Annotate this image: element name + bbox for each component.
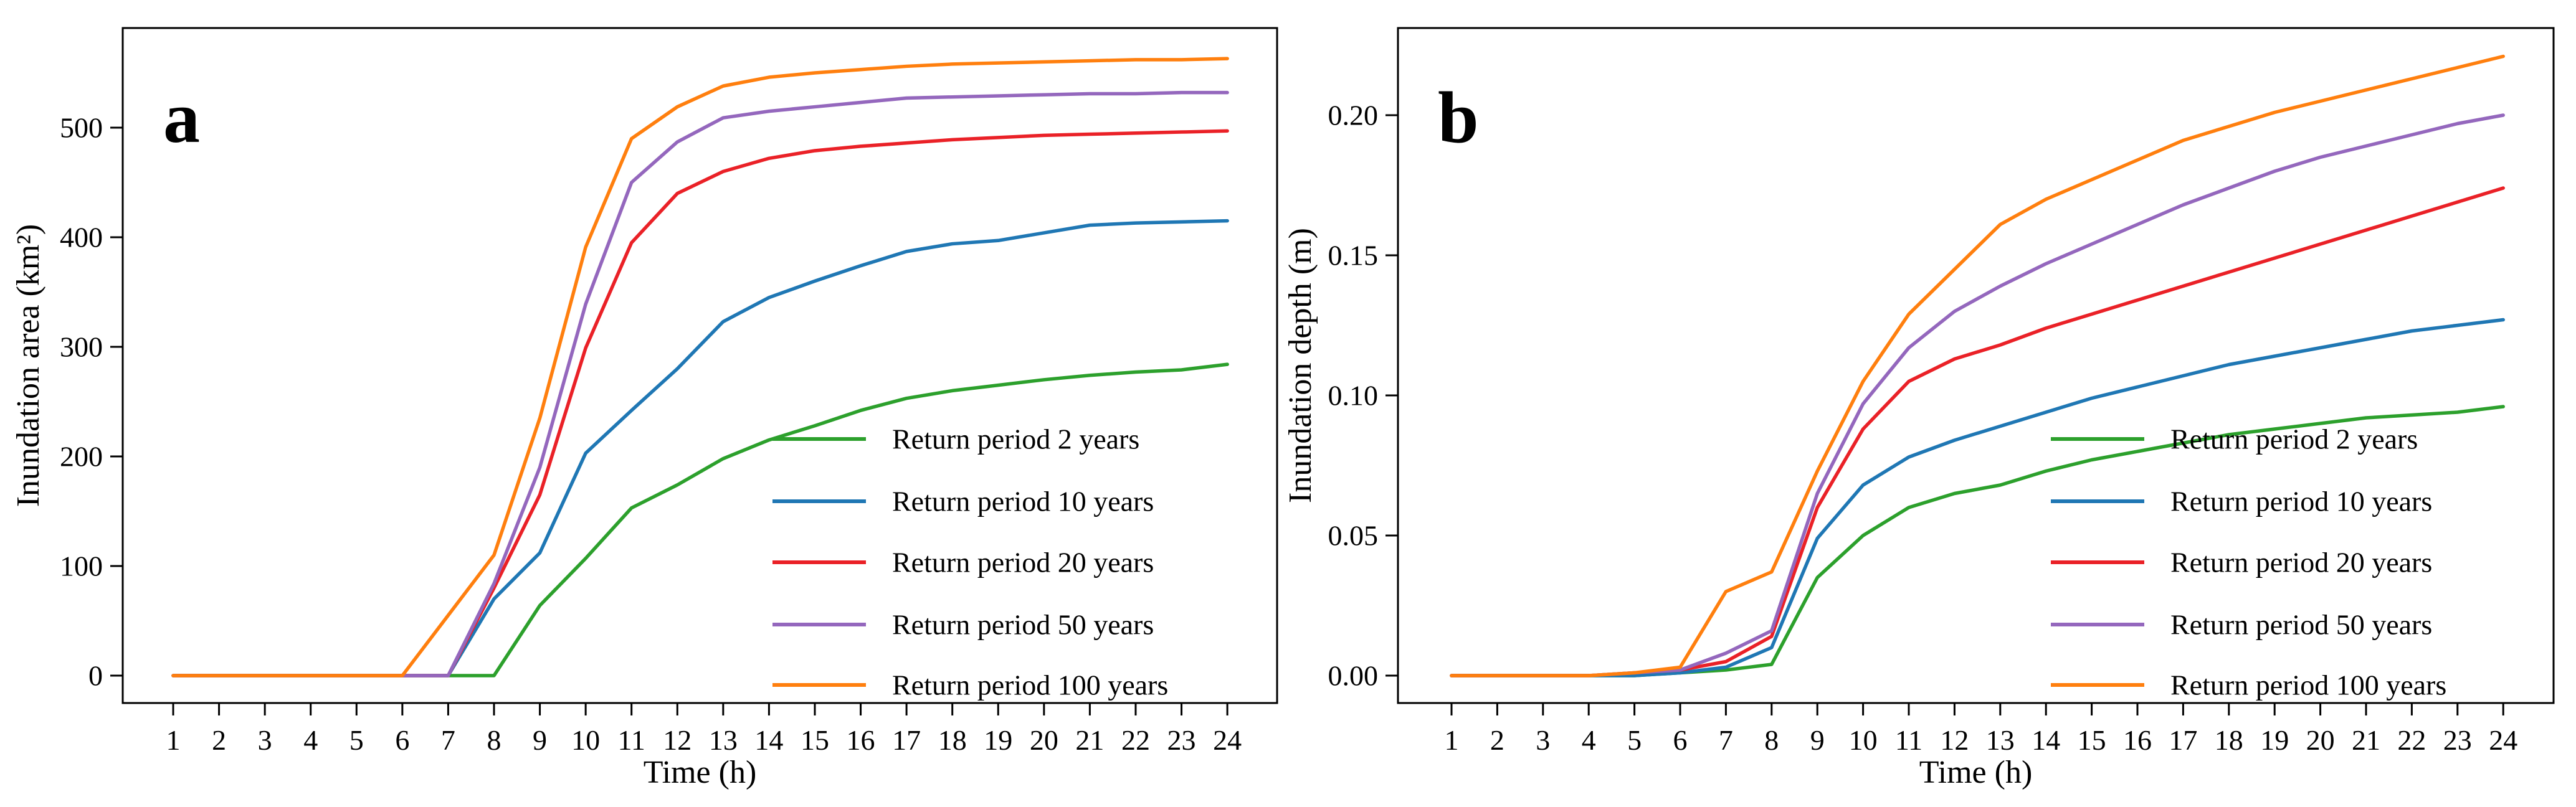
legend-label: Return period 20 years <box>2170 547 2432 578</box>
x-tick-label: 10 <box>1849 724 1878 756</box>
legend-item-return-period-10-years: Return period 10 years <box>2051 486 2432 517</box>
x-tick-label: 19 <box>984 724 1012 756</box>
x-tick-label: 13 <box>1986 724 2015 756</box>
x-tick-label: 9 <box>1810 724 1825 756</box>
series-line-return-period-50-years <box>171 90 1229 677</box>
x-tick-label: 5 <box>349 724 364 756</box>
legend: Return period 2 years Return period 10 ye… <box>772 423 1168 701</box>
y-tick-label: 0 <box>88 660 103 692</box>
series-line-return-period-50-years <box>1450 113 2505 677</box>
legend-item-return-period-2-years: Return period 2 years <box>772 423 1139 455</box>
series-line-return-period-10-years <box>1450 318 2505 677</box>
panel-b: 0.000.050.100.150.201 2 3 4 5 6 7 8 9 10 11 12 13 14 1… <box>1283 27 2555 790</box>
legend-label: Return period 2 years <box>2170 423 2418 455</box>
legend-label: Return period 2 years <box>892 423 1139 455</box>
x-tick-label: 20 <box>2306 724 2335 756</box>
x-tick-label: 15 <box>801 724 829 756</box>
x-tick-label: 18 <box>938 724 967 756</box>
x-tick-label: 17 <box>2169 724 2197 756</box>
plot-border <box>1397 27 2555 704</box>
y-tick-label: 200 <box>60 441 103 473</box>
x-tick-label: 7 <box>441 724 455 756</box>
x-tick-label: 19 <box>2260 724 2289 756</box>
x-tick-label: 12 <box>663 724 692 756</box>
x-tick-label: 4 <box>303 724 318 756</box>
y-tick-label: 0.10 <box>1328 380 1379 412</box>
x-tick-label: 4 <box>1582 724 1596 756</box>
x-tick-label: 1 <box>166 724 181 756</box>
y-tick-label: 0.05 <box>1328 520 1379 552</box>
legend-item-return-period-20-years: Return period 20 years <box>772 547 1154 578</box>
x-tick-label: 15 <box>2078 724 2106 756</box>
x-axis-title: Time (h) <box>1919 755 2033 790</box>
legend-label: Return period 10 years <box>2170 486 2432 517</box>
x-axis-title: Time (h) <box>644 755 757 790</box>
legend-label: Return period 20 years <box>892 547 1154 578</box>
legend-item-return-period-50-years: Return period 50 years <box>772 609 1154 641</box>
x-tick-label: 21 <box>2352 724 2380 756</box>
y-tick-label: 0.00 <box>1328 660 1379 692</box>
legend-label: Return period 100 years <box>2170 669 2446 701</box>
x-tick-label: 11 <box>1895 724 1922 756</box>
x-tick-label: 14 <box>754 724 783 756</box>
x-tick-label: 13 <box>709 724 738 756</box>
x-tick-label: 16 <box>847 724 875 756</box>
x-tick-label: 9 <box>533 724 547 756</box>
x-tick-label: 10 <box>571 724 600 756</box>
x-tick-label: 2 <box>212 724 226 756</box>
x-tick-label: 8 <box>1764 724 1779 756</box>
y-tick-label: 0.20 <box>1328 100 1379 131</box>
legend-item-return-period-10-years: Return period 10 years <box>772 486 1154 517</box>
x-tick-label: 3 <box>258 724 272 756</box>
legend-item-return-period-100-years: Return period 100 years <box>772 669 1168 701</box>
x-tick-label: 12 <box>1940 724 1969 756</box>
x-tick-label: 17 <box>892 724 921 756</box>
x-tick-label: 2 <box>1490 724 1504 756</box>
x-tick-label: 23 <box>2443 724 2472 756</box>
legend-item-return-period-20-years: Return period 20 years <box>2051 547 2432 578</box>
x-tick-label: 24 <box>1213 724 1242 756</box>
y-tick-label: 500 <box>60 112 103 144</box>
legend-item-return-period-2-years: Return period 2 years <box>2051 423 2418 455</box>
x-tick-label: 21 <box>1075 724 1104 756</box>
plot-border <box>121 27 1278 704</box>
x-tick-label: 8 <box>487 724 501 756</box>
x-tick-label: 14 <box>2032 724 2060 756</box>
legend-item-return-period-50-years: Return period 50 years <box>2051 609 2432 641</box>
x-tick-label: 20 <box>1030 724 1058 756</box>
x-tick-label: 7 <box>1719 724 1733 756</box>
x-tick-label: 22 <box>2397 724 2426 756</box>
x-tick-label: 5 <box>1627 724 1642 756</box>
y-axis-title: Inundation depth (m) <box>1283 228 1318 503</box>
series-line-return-period-100-years <box>171 57 1229 677</box>
legend: Return period 2 years Return period 10 ye… <box>2051 423 2446 701</box>
panel-letter-b: b <box>1438 77 1479 158</box>
x-tick-label: 16 <box>2123 724 2152 756</box>
legend-item-return-period-100-years: Return period 100 years <box>2051 669 2446 701</box>
legend-label: Return period 50 years <box>2170 609 2432 641</box>
x-tick-label: 6 <box>395 724 409 756</box>
series-line-return-period-100-years <box>1450 54 2505 677</box>
legend-label: Return period 100 years <box>892 669 1168 701</box>
legend-label: Return period 50 years <box>892 609 1154 641</box>
x-tick-label: 3 <box>1536 724 1550 756</box>
x-tick-label: 18 <box>2215 724 2243 756</box>
legend-label: Return period 10 years <box>892 486 1154 517</box>
y-tick-label: 400 <box>60 222 103 253</box>
x-tick-label: 22 <box>1121 724 1150 756</box>
y-axis-title: Inundation area (km²) <box>11 224 46 507</box>
x-tick-label: 11 <box>618 724 645 756</box>
panel-letter-a: a <box>163 77 200 158</box>
x-tick-label: 1 <box>1445 724 1459 756</box>
y-tick-label: 0.15 <box>1328 240 1379 271</box>
series-line-return-period-20-years <box>171 129 1229 677</box>
y-tick-label: 100 <box>60 550 103 582</box>
y-tick-label: 300 <box>60 331 103 363</box>
x-tick-label: 6 <box>1673 724 1688 756</box>
x-tick-label: 24 <box>2489 724 2517 756</box>
x-tick-label: 23 <box>1167 724 1196 756</box>
